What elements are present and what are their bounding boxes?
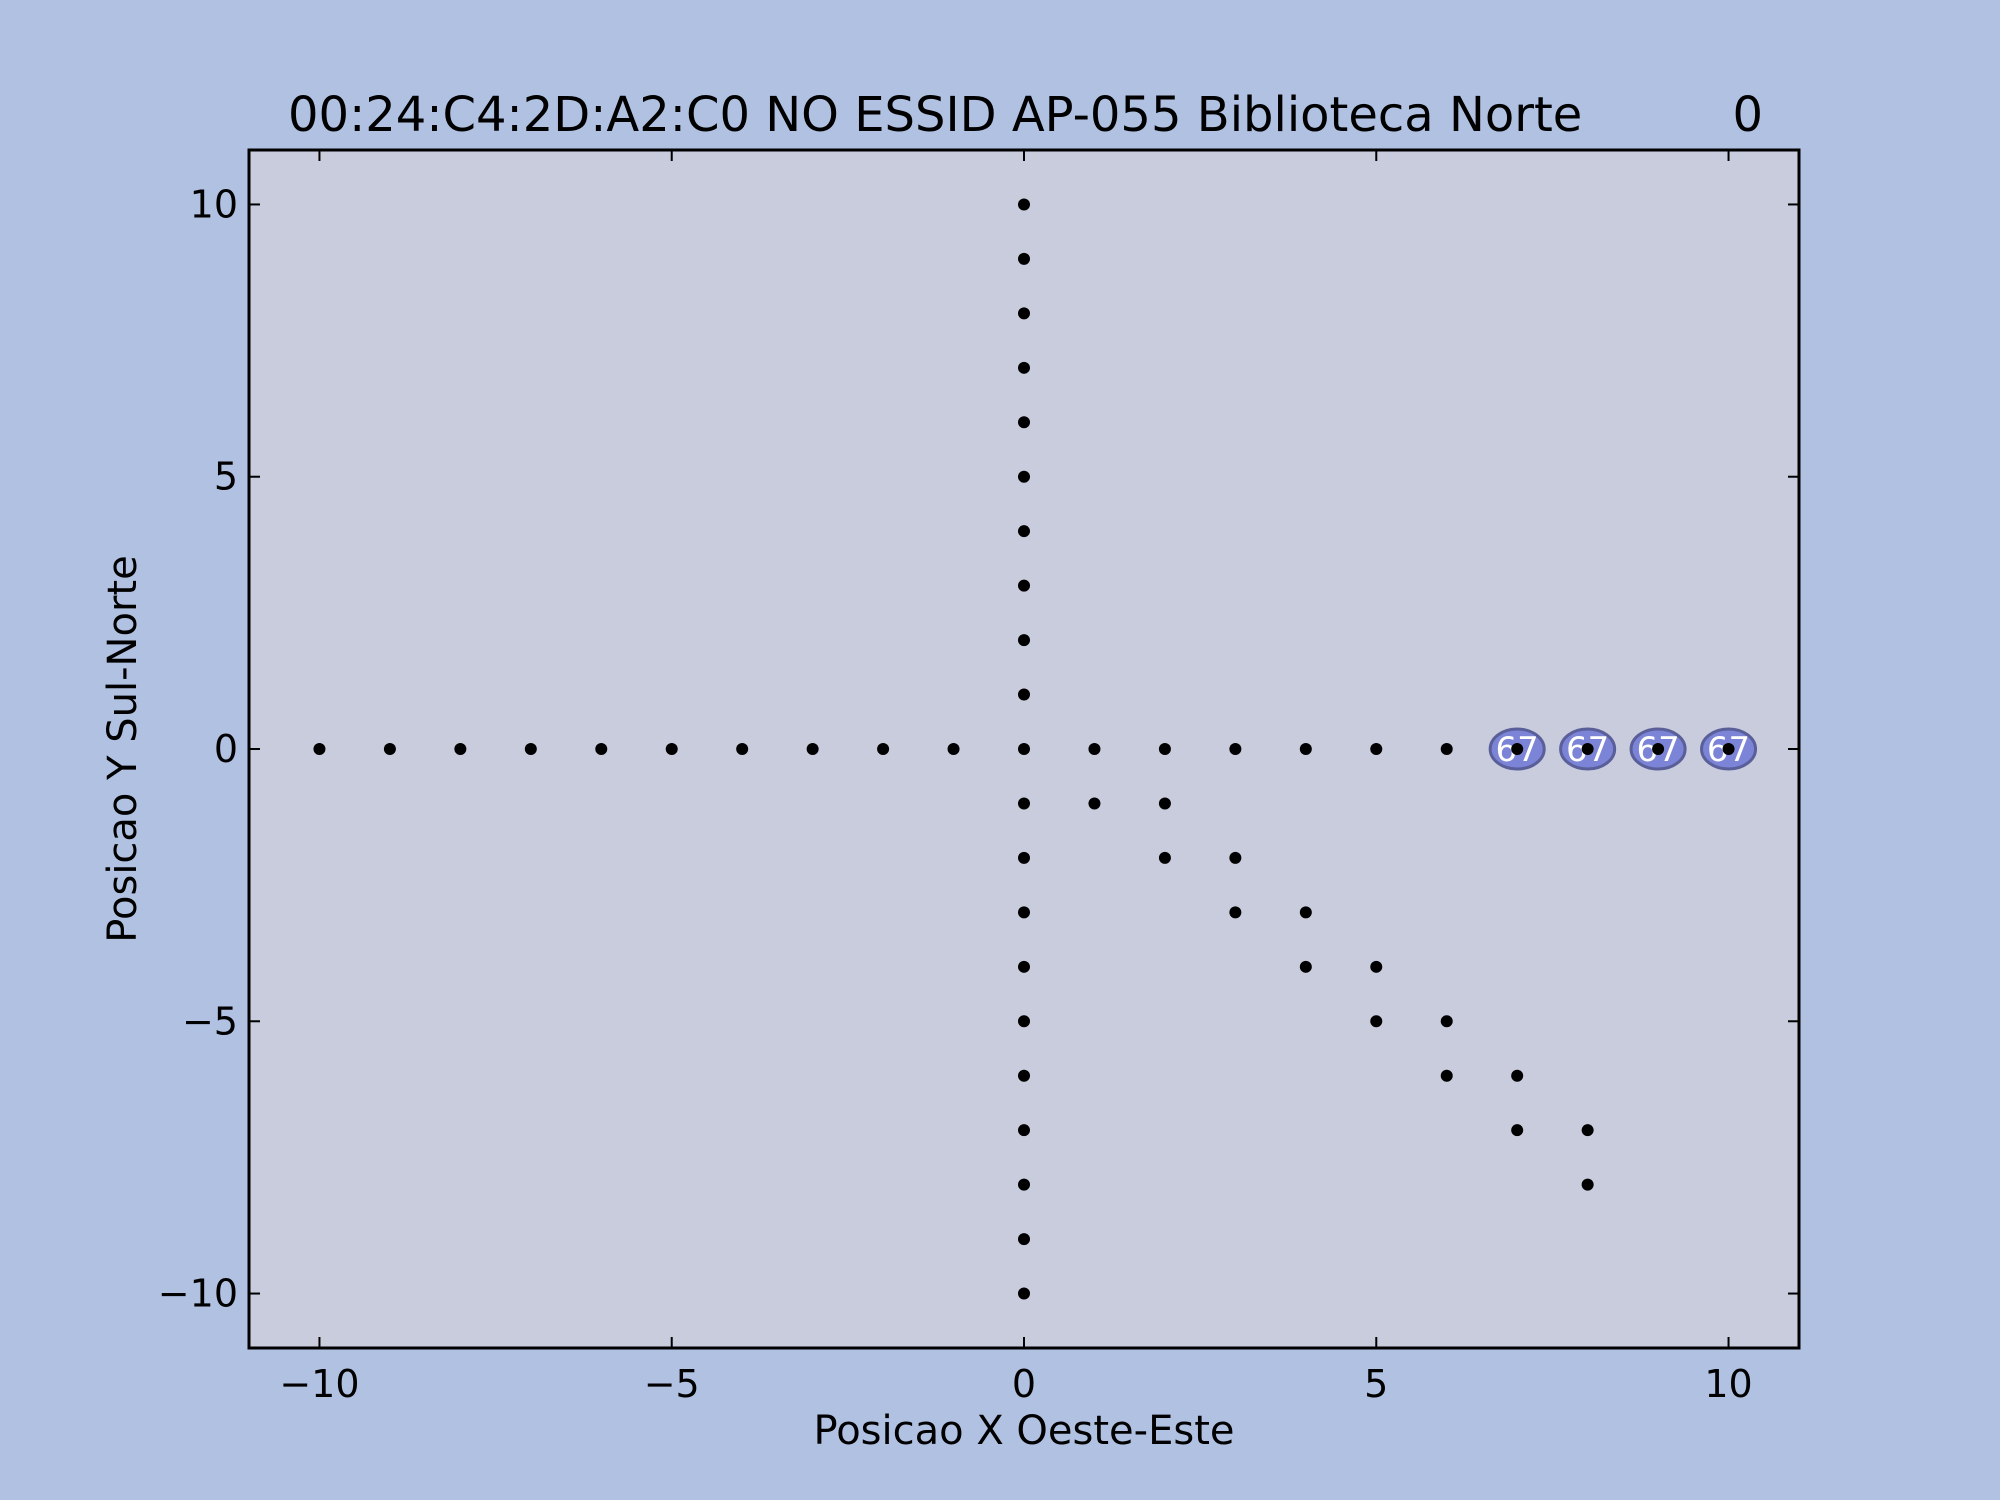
x-axis-label: Posicao X Oeste-Este bbox=[814, 1408, 1235, 1454]
data-point bbox=[1018, 1069, 1030, 1082]
data-point bbox=[1299, 960, 1312, 973]
data-point bbox=[1018, 797, 1030, 810]
axis-ticks: −10 −5 0 5 10 −10 −5 0 5 10 bbox=[158, 150, 1799, 1406]
data-point bbox=[1018, 906, 1030, 919]
x-tick-label: −5 bbox=[644, 1362, 700, 1406]
data-point bbox=[595, 743, 608, 755]
data-point bbox=[1018, 743, 1030, 755]
x-tick-label: 5 bbox=[1364, 1362, 1388, 1406]
annotation-badge: 67 bbox=[1629, 727, 1687, 771]
annotation-point bbox=[1581, 743, 1594, 755]
data-point bbox=[1018, 851, 1030, 864]
data-point bbox=[1018, 1015, 1030, 1028]
data-point bbox=[1440, 743, 1453, 755]
data-point bbox=[1581, 1178, 1594, 1191]
data-point bbox=[1018, 1178, 1030, 1191]
data-point bbox=[1511, 1069, 1524, 1082]
data-point bbox=[1229, 851, 1242, 864]
data-point bbox=[1229, 743, 1242, 755]
y-tick-label: 0 bbox=[214, 727, 238, 771]
x-tick-label: 10 bbox=[1704, 1362, 1752, 1406]
y-tick-label: 10 bbox=[190, 182, 238, 226]
data-point bbox=[1440, 1015, 1453, 1028]
data-point bbox=[1370, 743, 1383, 755]
annotation-point bbox=[1722, 743, 1735, 755]
y-axis-label: Posicao Y Sul-Norte bbox=[100, 555, 146, 942]
data-point bbox=[1088, 743, 1101, 755]
data-point bbox=[1018, 416, 1030, 429]
data-point bbox=[454, 743, 467, 755]
data-point bbox=[1018, 579, 1030, 592]
data-point bbox=[1018, 252, 1030, 265]
x-tick-label: 0 bbox=[1012, 1362, 1036, 1406]
data-point bbox=[1018, 361, 1030, 374]
data-point bbox=[1299, 743, 1312, 755]
data-point bbox=[947, 743, 960, 755]
data-point bbox=[1018, 960, 1030, 973]
x-tick-label: −10 bbox=[279, 1362, 359, 1406]
annotation-point bbox=[1652, 743, 1665, 755]
chart-title-right: 0 bbox=[1732, 87, 1763, 143]
data-point bbox=[524, 743, 537, 755]
annotation-badge: 67 bbox=[1700, 727, 1758, 771]
annotation-point bbox=[1511, 743, 1524, 755]
y-tick-label: −5 bbox=[182, 999, 238, 1043]
annotation-badge: 67 bbox=[1488, 727, 1546, 771]
data-point bbox=[806, 743, 819, 755]
data-point bbox=[313, 743, 326, 755]
data-point bbox=[1581, 1124, 1594, 1137]
y-tick-label: 5 bbox=[214, 455, 238, 499]
data-point bbox=[1370, 960, 1383, 973]
data-point bbox=[1018, 634, 1030, 647]
data-point bbox=[1018, 1233, 1030, 1246]
data-point bbox=[1018, 470, 1030, 483]
data-point bbox=[1158, 743, 1171, 755]
chart-title: 00:24:C4:2D:A2:C0 NO ESSID AP-055 Biblio… bbox=[288, 87, 1582, 143]
annotation-badge: 67 bbox=[1559, 727, 1617, 771]
data-point bbox=[1229, 906, 1242, 919]
data-point bbox=[1440, 1069, 1453, 1082]
data-point bbox=[1018, 525, 1030, 538]
y-tick-label: −10 bbox=[158, 1272, 238, 1316]
data-point bbox=[736, 743, 749, 755]
data-point bbox=[383, 743, 396, 755]
data-point bbox=[877, 743, 890, 755]
data-point bbox=[1018, 307, 1030, 320]
annotation-badges: 67 67 67 67 bbox=[1488, 727, 1758, 771]
data-point bbox=[1511, 1124, 1524, 1137]
data-point bbox=[1018, 688, 1030, 701]
data-point bbox=[1018, 1287, 1030, 1300]
data-point bbox=[1088, 797, 1101, 810]
data-point bbox=[1158, 851, 1171, 864]
data-point bbox=[1018, 1124, 1030, 1137]
data-point bbox=[1158, 797, 1171, 810]
data-point bbox=[1370, 1015, 1383, 1028]
data-point bbox=[665, 743, 678, 755]
data-point bbox=[1018, 198, 1030, 211]
data-point bbox=[1299, 906, 1312, 919]
